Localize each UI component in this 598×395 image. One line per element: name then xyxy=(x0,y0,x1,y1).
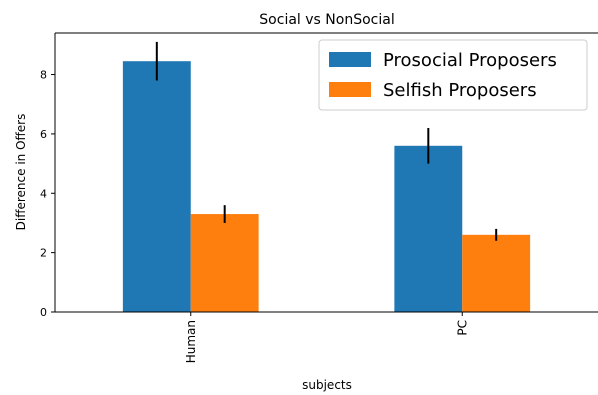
bar-selfish-proposers-human xyxy=(190,214,259,312)
legend-swatch-selfish-proposers xyxy=(329,82,371,97)
y-axis-label: Difference in Offers xyxy=(14,114,28,231)
legend-label-prosocial-proposers: Prosocial Proposers xyxy=(383,50,557,71)
legend-box xyxy=(318,39,588,111)
bar-prosocial-proposers-human xyxy=(122,61,191,312)
y-tick-label: 8 xyxy=(40,69,47,82)
bar-prosocial-proposers-pc xyxy=(394,145,463,312)
y-tick-label: 4 xyxy=(40,187,47,200)
chart-title: Social vs NonSocial xyxy=(259,12,394,28)
y-tick-label: 0 xyxy=(40,306,47,319)
x-tick-label-pc: PC xyxy=(455,320,469,336)
legend: Prosocial Proposers Selfish Proposers xyxy=(318,39,588,111)
y-tick-label: 6 xyxy=(40,128,47,141)
x-axis-label: subjects xyxy=(302,378,352,392)
plot-area: 0 2 4 6 8 Human PC xyxy=(40,32,598,363)
legend-swatch-prosocial-proposers xyxy=(329,52,371,67)
legend-label-selfish-proposers: Selfish Proposers xyxy=(383,80,537,101)
bar-selfish-proposers-pc xyxy=(462,234,531,312)
y-tick-label: 2 xyxy=(40,247,47,260)
x-tick-label-human: Human xyxy=(184,320,198,363)
